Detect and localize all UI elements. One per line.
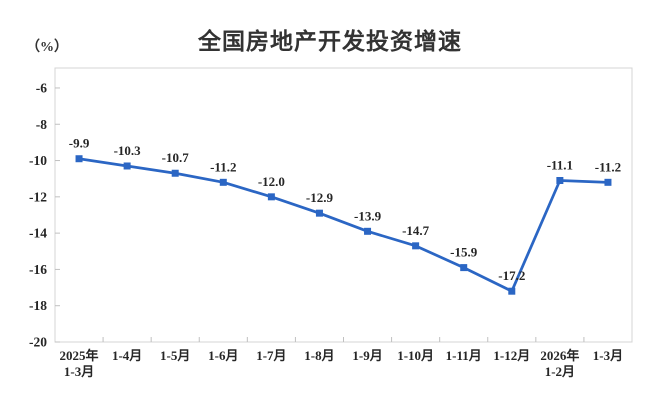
- data-label: -15.9: [450, 245, 478, 260]
- x-axis-label: 1-8月: [304, 348, 334, 363]
- y-axis-label: -8: [36, 117, 47, 132]
- x-axis-label: 1-9月: [352, 348, 382, 363]
- x-axis-label: 2026年: [540, 348, 579, 363]
- data-label: -14.7: [402, 223, 430, 238]
- line-series: [77, 157, 610, 293]
- data-label: -12.9: [306, 190, 334, 205]
- data-point-marker: [315, 209, 323, 217]
- x-axis-label: 1-3月: [64, 364, 94, 379]
- x-axis-label: 1-10月: [397, 348, 434, 363]
- data-label: -10.3: [114, 143, 142, 158]
- data-label: -17.2: [498, 268, 525, 283]
- data-point-marker: [460, 264, 468, 272]
- x-axis-label: 1-11月: [446, 348, 482, 363]
- data-point-marker: [364, 227, 372, 235]
- y-axis-label: -12: [29, 189, 47, 204]
- data-point-marker: [604, 178, 612, 186]
- data-point-marker: [219, 178, 227, 186]
- data-label: -9.9: [69, 136, 90, 151]
- data-point-marker: [267, 193, 275, 201]
- y-axis-label: -16: [29, 262, 47, 277]
- data-label: -12.0: [258, 174, 285, 189]
- data-label: -11.1: [547, 158, 573, 173]
- x-axis-label: 2025年: [60, 348, 99, 363]
- data-label: -13.9: [354, 208, 382, 223]
- y-axis-label: -18: [29, 298, 47, 313]
- y-axis-unit-label: （%）: [26, 40, 68, 55]
- x-axis-label: 1-7月: [256, 348, 286, 363]
- x-axis-label: 1-2月: [545, 364, 575, 379]
- y-axis-label: -14: [29, 226, 47, 241]
- plot-frame: [54, 67, 633, 343]
- x-axis-label: 1-12月: [493, 348, 530, 363]
- x-axis-label: 1-6月: [208, 348, 238, 363]
- data-point-marker: [75, 155, 83, 163]
- y-axis-label: -10: [29, 153, 47, 168]
- x-axis-label: 1-3月: [593, 348, 623, 363]
- y-axis-label: -20: [29, 335, 47, 350]
- data-label: -10.7: [162, 150, 190, 165]
- data-point-marker: [171, 169, 179, 177]
- data-label: -11.2: [210, 159, 236, 174]
- y-axis-label: -6: [36, 80, 47, 95]
- data-point-marker: [508, 287, 516, 295]
- chart-title: 全国房地产开发投资增速: [198, 29, 462, 54]
- x-axis-label: 1-5月: [160, 348, 190, 363]
- data-point-marker: [412, 242, 420, 250]
- data-point-marker: [123, 162, 131, 170]
- data-label: -11.2: [595, 159, 621, 174]
- x-axis-label: 1-4月: [112, 348, 142, 363]
- data-point-marker: [556, 177, 564, 185]
